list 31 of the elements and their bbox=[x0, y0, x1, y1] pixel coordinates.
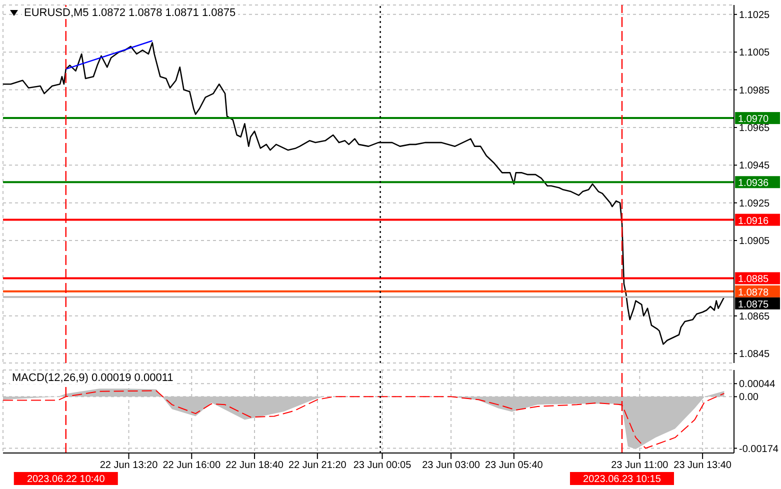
ref-line-label: 2023.06.23 10:15 bbox=[583, 474, 662, 485]
x-tick-label: 23 Jun 00:05 bbox=[353, 460, 412, 472]
x-tick-label: 22 Jun 21:20 bbox=[288, 460, 347, 472]
y-tick-label: 1.0985 bbox=[739, 85, 770, 96]
x-tick-label: 23 Jun 05:40 bbox=[485, 460, 544, 472]
x-tick-label: 23 Jun 11:00 bbox=[611, 460, 669, 472]
y-tick-label: 1.0965 bbox=[739, 123, 770, 134]
ref-line-label: 1.0916 bbox=[738, 216, 770, 227]
y-tick-label: 0.00044 bbox=[739, 379, 776, 390]
y-tick-label: 0.00 bbox=[739, 392, 759, 404]
y-tick-label: -0.00174 bbox=[739, 444, 779, 455]
x-tick-label: 22 Jun 13:20 bbox=[100, 460, 158, 472]
y-tick-label: 1.0905 bbox=[739, 236, 770, 248]
x-tick-label: 22 Jun 16:00 bbox=[162, 460, 221, 472]
ref-line-label: 1.0970 bbox=[738, 114, 770, 126]
x-tick-label: 22 Jun 18:40 bbox=[226, 460, 284, 472]
ref-line-label: 1.0936 bbox=[738, 178, 770, 190]
y-tick-label: 1.0945 bbox=[739, 160, 770, 172]
ref-line-label: 2023.06.22 10:40 bbox=[26, 474, 106, 485]
ref-line-label: 1.0885 bbox=[738, 274, 770, 286]
y-tick-label: 1.0865 bbox=[739, 311, 770, 322]
chart-title: EURUSD,M5 1.0872 1.0878 1.0871 1.0875 bbox=[22, 7, 238, 19]
y-tick-label: 1.0925 bbox=[739, 198, 770, 210]
x-tick-label: 23 Jun 13:40 bbox=[674, 460, 732, 472]
y-tick-label: 1.0845 bbox=[739, 349, 770, 360]
y-tick-label: 1.1025 bbox=[739, 10, 770, 21]
ref-line-label: 1.0878 bbox=[738, 287, 770, 298]
y-tick-label: 1.1005 bbox=[739, 48, 770, 59]
chart-title: MACD(12,26,9) 0.00019 0.00011 bbox=[10, 372, 176, 384]
ref-line-label: 1.0875 bbox=[738, 299, 770, 310]
x-tick-label: 23 Jun 03:00 bbox=[422, 460, 480, 472]
